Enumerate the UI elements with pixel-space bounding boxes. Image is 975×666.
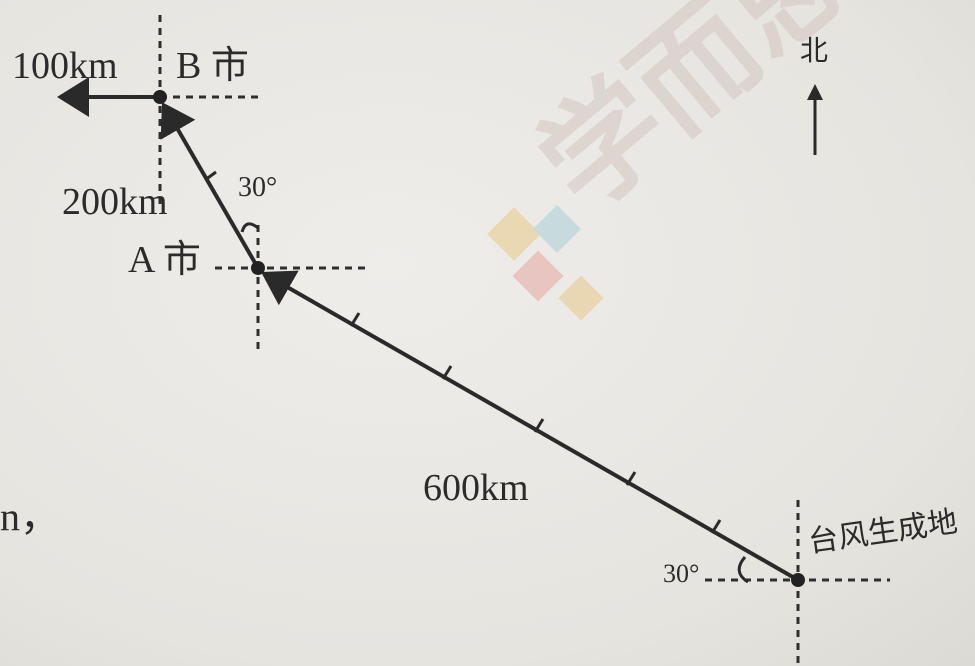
distance-west-label: 100km — [12, 45, 118, 87]
angle-a-label: 30° — [238, 172, 277, 203]
point-a — [251, 261, 265, 275]
city-a-label: A 市 — [128, 239, 201, 281]
edge-text-fragment: n， — [0, 494, 60, 539]
distance-ab-label: 200km — [62, 181, 168, 223]
angle-origin-label: 30° — [663, 559, 699, 588]
angle-arc-a — [240, 222, 259, 233]
watermark-logo — [487, 204, 604, 321]
north-arrow — [807, 84, 823, 155]
point-b — [153, 90, 167, 104]
city-b-label: B 市 — [176, 45, 249, 87]
distance-main-label: 600km — [423, 467, 529, 509]
path-a-to-b — [160, 102, 260, 270]
path-origin-to-a — [261, 270, 799, 582]
north-label: 北 — [800, 36, 828, 67]
origin-label: 台风生成地 — [806, 505, 959, 559]
angle-arc-origin — [737, 556, 749, 584]
point-origin — [791, 573, 805, 587]
